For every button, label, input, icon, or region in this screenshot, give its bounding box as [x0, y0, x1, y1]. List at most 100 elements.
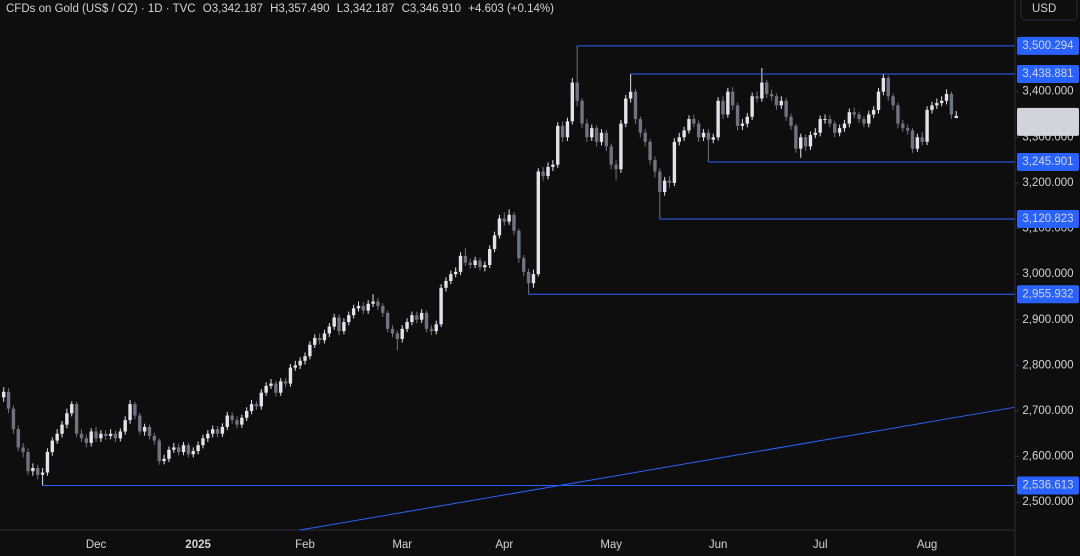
candle-body — [803, 137, 808, 147]
candle-body — [677, 137, 681, 142]
ohlc-value: 3,342.187 — [343, 3, 394, 15]
candle-body — [507, 214, 511, 222]
candle-body — [60, 424, 64, 434]
level-label: 2,536.613 — [1022, 480, 1073, 492]
candle-body — [424, 312, 429, 329]
x-tick-label: Feb — [295, 539, 315, 551]
candle-body — [784, 100, 788, 117]
candle-body — [259, 392, 263, 407]
candle-body — [220, 426, 225, 434]
price-label-box — [1017, 107, 1079, 136]
candle-body — [731, 91, 735, 106]
candle-body — [701, 132, 706, 138]
candle-body — [342, 322, 346, 332]
candle-body — [449, 274, 453, 281]
candle-body — [954, 115, 958, 119]
x-tick-label: May — [600, 539, 622, 551]
candle-body — [429, 328, 434, 332]
candle-body — [935, 103, 939, 106]
price-label: 3,346.910 — [1022, 110, 1073, 122]
candle-body — [419, 312, 424, 320]
candle-body — [735, 105, 740, 126]
candle-body — [799, 137, 803, 149]
level-label: 3,245.901 — [1022, 156, 1073, 168]
candle-body — [624, 98, 628, 124]
candle-body — [585, 123, 589, 138]
y-tick-label: 2,700.000 — [1022, 405, 1073, 417]
y-tick-label: 2,900.000 — [1022, 314, 1073, 326]
candle-body — [26, 452, 30, 472]
candle-body — [711, 137, 715, 140]
y-tick-label: 3,200.000 — [1022, 177, 1073, 189]
candle-body — [944, 93, 949, 101]
candle-body — [176, 447, 181, 453]
candle-body — [89, 431, 93, 443]
candle-body — [813, 132, 818, 136]
candle-body — [488, 249, 492, 265]
candle-body — [70, 404, 74, 414]
candle-body — [2, 391, 6, 398]
candle-body — [628, 91, 633, 99]
candle-body — [371, 301, 375, 304]
candle-body — [215, 429, 220, 434]
candle-body — [186, 445, 191, 455]
candle-body — [196, 445, 200, 452]
candle-body — [643, 132, 647, 142]
x-tick-label: Aug — [917, 539, 937, 551]
candle-body — [264, 385, 268, 393]
candle-body — [50, 440, 54, 453]
candle-body — [818, 119, 822, 133]
currency-button[interactable] — [1020, 0, 1078, 21]
candle-body — [113, 433, 118, 439]
candle-body — [522, 258, 526, 272]
candle-body — [789, 116, 793, 126]
candle-body — [794, 125, 798, 149]
candle-body — [332, 317, 336, 327]
candle-body — [157, 440, 161, 462]
candle-body — [142, 426, 147, 432]
candle-body — [905, 128, 910, 131]
candle-body — [162, 458, 166, 462]
candle-body — [867, 114, 871, 124]
level-label-box — [1017, 285, 1079, 304]
candle-body — [653, 160, 657, 172]
candle-body — [439, 287, 443, 325]
candle-body — [774, 96, 779, 106]
candle-body — [721, 100, 725, 115]
candle-body — [303, 356, 307, 361]
candle-body — [133, 404, 137, 416]
candle-body — [167, 449, 171, 459]
candle-body — [842, 123, 847, 129]
candle-body — [619, 123, 623, 170]
candle-body — [361, 306, 366, 311]
candle-body — [395, 333, 400, 339]
candle-body — [556, 125, 560, 165]
x-tick-label: Jul — [813, 539, 828, 551]
candle-body — [658, 171, 662, 193]
candle-body — [531, 274, 536, 284]
candle-body — [740, 123, 745, 126]
candle-body — [400, 328, 404, 339]
candle-body — [614, 164, 618, 170]
x-tick-label: Dec — [86, 539, 107, 551]
currency-label[interactable]: USD — [1032, 3, 1056, 15]
candle-body — [682, 130, 686, 138]
header: CFDs on Gold (US$ / OZ) · 1D · TVC O3,34… — [6, 3, 554, 15]
candle-body — [876, 91, 881, 110]
candle-body — [910, 130, 915, 149]
candle-body — [6, 391, 11, 409]
candle-body — [118, 431, 123, 439]
candle-body — [769, 93, 774, 97]
candle-body — [390, 328, 395, 334]
candle-body — [706, 132, 711, 140]
candle-body — [45, 452, 50, 473]
candle-body — [123, 420, 127, 432]
candle-body — [283, 381, 288, 384]
candle-body — [351, 308, 356, 316]
level-label: 2,955.932 — [1022, 288, 1073, 300]
candle-body — [249, 404, 254, 411]
candle-body — [434, 324, 438, 332]
level-label-box — [1017, 36, 1079, 55]
candle-body — [837, 128, 842, 133]
